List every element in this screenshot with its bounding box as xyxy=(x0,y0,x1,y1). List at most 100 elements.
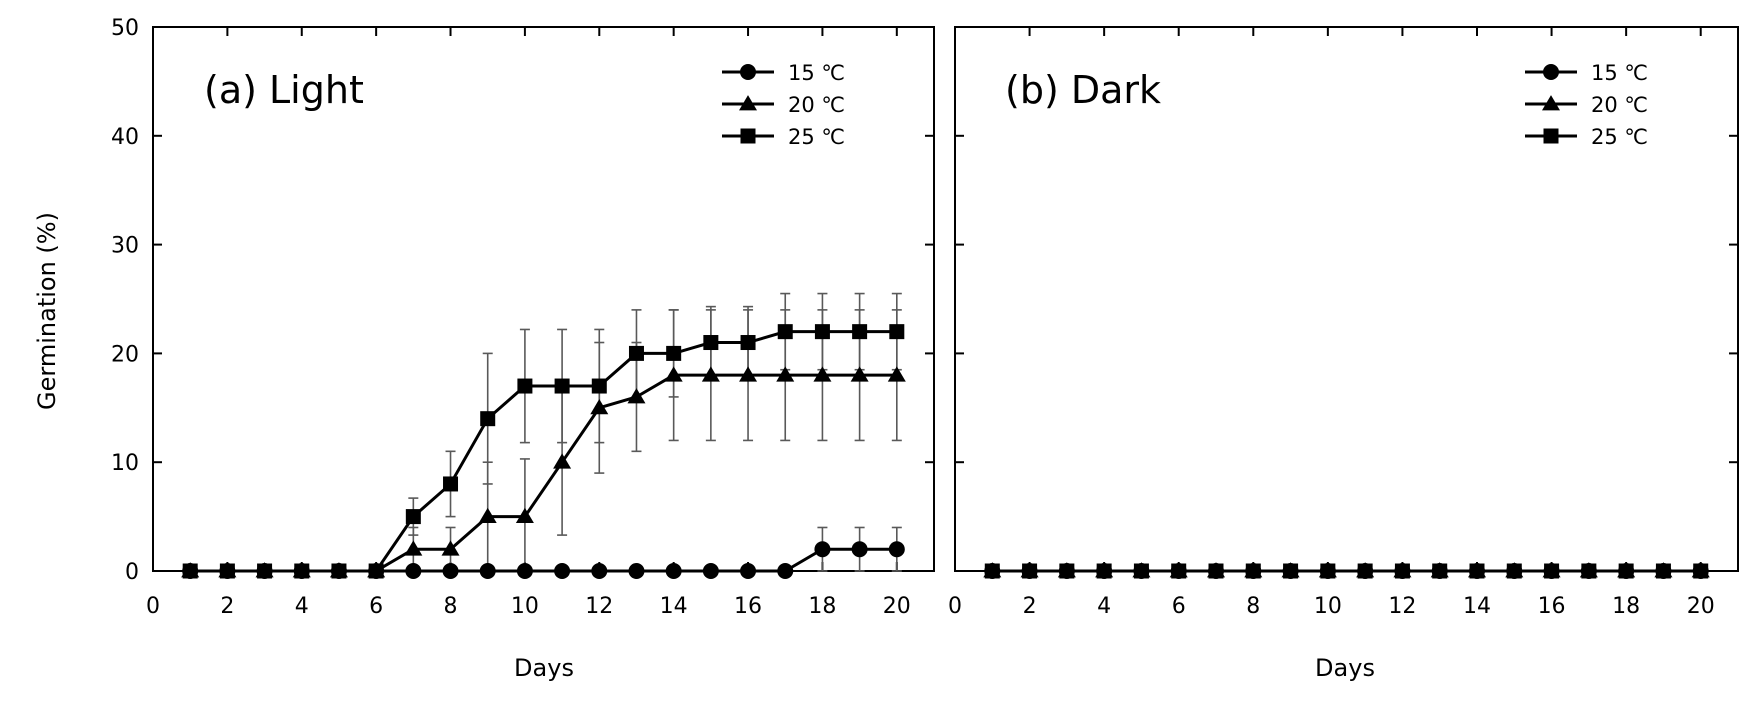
data-point-a-2-1 xyxy=(219,563,235,579)
data-point-a-1-13 xyxy=(664,366,683,382)
x-tick-label-b-16: 16 xyxy=(1538,594,1566,619)
data-point-a-2-2 xyxy=(257,563,273,579)
legend-marker-b-2 xyxy=(1543,128,1559,144)
data-point-a-2-12 xyxy=(628,345,644,361)
data-point-a-1-7 xyxy=(441,540,460,556)
data-point-a-0-14 xyxy=(702,563,719,579)
data-point-b-2-7 xyxy=(1245,563,1261,579)
data-point-a-0-19 xyxy=(888,541,905,558)
data-point-a-0-9 xyxy=(516,563,533,579)
data-point-b-2-4 xyxy=(1133,563,1149,579)
legend-label-b-1: 20 ℃ xyxy=(1591,93,1648,117)
x-tick-label-b-10: 10 xyxy=(1314,594,1342,619)
x-axis-title-b: Days xyxy=(1315,654,1375,682)
data-point-b-2-12 xyxy=(1432,563,1448,579)
data-point-a-1-8 xyxy=(478,507,497,524)
data-point-a-2-18 xyxy=(852,324,868,340)
data-point-a-0-11 xyxy=(591,563,608,579)
data-point-a-0-13 xyxy=(665,563,682,579)
legend-marker-a-1 xyxy=(739,95,757,111)
x-tick-label-b-20: 20 xyxy=(1687,594,1715,619)
y-tick-label-10: 10 xyxy=(111,451,139,476)
x-tick-label-a-4: 4 xyxy=(295,594,309,619)
y-tick-label-0: 0 xyxy=(125,560,139,585)
x-tick-label-a-14: 14 xyxy=(660,594,688,619)
x-tick-label-b-2: 2 xyxy=(1023,594,1037,619)
panel-dark: (b) Dark 0 2 4 6 8 10 12 14 16 18 20 15 ℃ 20 ℃ 25 ℃ xyxy=(948,26,1739,619)
data-point-a-1-12 xyxy=(627,388,646,404)
data-point-a-2-7 xyxy=(443,476,459,492)
legend-marker-b-0 xyxy=(1543,64,1559,80)
data-point-b-2-8 xyxy=(1283,563,1299,579)
x-tick-label-a-18: 18 xyxy=(808,594,836,619)
data-point-a-2-10 xyxy=(554,378,570,394)
data-point-a-2-11 xyxy=(591,378,607,394)
legend-label-a-0: 15 ℃ xyxy=(788,61,845,85)
data-point-a-1-15 xyxy=(739,366,758,382)
x-tick-label-b-8: 8 xyxy=(1246,594,1260,619)
data-point-a-1-17 xyxy=(813,366,832,382)
data-point-b-2-11 xyxy=(1394,563,1410,579)
data-point-a-1-10 xyxy=(553,453,572,469)
panel-title-a: (a) Light xyxy=(204,68,364,112)
data-point-a-2-15 xyxy=(740,335,756,351)
data-point-b-2-6 xyxy=(1208,563,1224,579)
data-point-a-1-6 xyxy=(404,540,423,556)
data-point-b-2-18 xyxy=(1655,563,1671,579)
data-point-a-1-11 xyxy=(590,398,609,415)
data-point-a-0-17 xyxy=(814,541,831,558)
data-point-a-2-3 xyxy=(294,563,310,579)
data-point-b-2-17 xyxy=(1618,563,1634,579)
series-line-a-2 xyxy=(190,330,897,573)
data-point-a-1-18 xyxy=(850,366,869,382)
legend-label-b-0: 15 ℃ xyxy=(1591,61,1648,85)
x-tick-label-a-20: 20 xyxy=(883,594,911,619)
y-axis-title: Germination (%) xyxy=(33,212,61,410)
data-point-a-2-17 xyxy=(814,324,830,340)
x-tick-label-b-0: 0 xyxy=(948,594,962,619)
data-point-b-2-13 xyxy=(1469,563,1485,579)
y-tick-label-40: 40 xyxy=(111,125,139,150)
data-point-a-2-19 xyxy=(889,324,905,340)
panel-light: (a) Light 0 10 20 30 40 50 0 2 4 6 8 10 12 14 16 18 20 15… xyxy=(111,16,935,619)
data-point-b-2-19 xyxy=(1693,563,1709,579)
legend-marker-b-1 xyxy=(1542,95,1560,111)
data-point-a-2-16 xyxy=(777,324,793,340)
legend-label-b-2: 25 ℃ xyxy=(1591,125,1648,149)
y-tick-label-30: 30 xyxy=(111,234,139,259)
data-point-a-0-18 xyxy=(851,541,868,558)
data-point-a-1-14 xyxy=(701,366,720,382)
data-point-a-0-6 xyxy=(405,563,422,579)
data-point-b-2-0 xyxy=(984,563,1000,579)
data-point-b-2-5 xyxy=(1171,563,1187,579)
x-tick-label-a-16: 16 xyxy=(734,594,762,619)
data-point-a-2-14 xyxy=(703,335,719,351)
data-point-b-2-9 xyxy=(1320,563,1336,579)
data-point-b-2-3 xyxy=(1096,563,1112,579)
x-tick-label-a-0: 0 xyxy=(146,594,160,619)
data-point-a-0-7 xyxy=(442,563,459,579)
data-point-a-0-15 xyxy=(740,563,757,579)
data-point-b-2-14 xyxy=(1506,563,1522,579)
y-tick-label-20: 20 xyxy=(111,342,139,367)
x-tick-label-b-14: 14 xyxy=(1463,594,1491,619)
x-tick-label-b-4: 4 xyxy=(1097,594,1111,619)
y-tick-label-50: 50 xyxy=(111,16,139,41)
data-point-a-2-8 xyxy=(480,411,496,427)
x-tick-label-a-10: 10 xyxy=(511,594,539,619)
data-point-a-2-9 xyxy=(517,378,533,394)
legend-marker-a-0 xyxy=(740,64,756,80)
data-point-b-2-16 xyxy=(1581,563,1597,579)
data-point-a-2-5 xyxy=(368,563,384,579)
x-tick-label-a-8: 8 xyxy=(444,594,458,619)
panel-title-b: (b) Dark xyxy=(1005,68,1161,112)
data-point-a-2-0 xyxy=(182,563,198,579)
data-point-a-1-16 xyxy=(776,366,795,382)
x-tick-label-b-12: 12 xyxy=(1388,594,1416,619)
data-point-a-1-9 xyxy=(515,507,534,524)
data-point-a-0-12 xyxy=(628,563,645,579)
data-point-a-1-19 xyxy=(887,366,906,382)
data-point-b-2-1 xyxy=(1022,563,1038,579)
x-tick-label-a-12: 12 xyxy=(585,594,613,619)
